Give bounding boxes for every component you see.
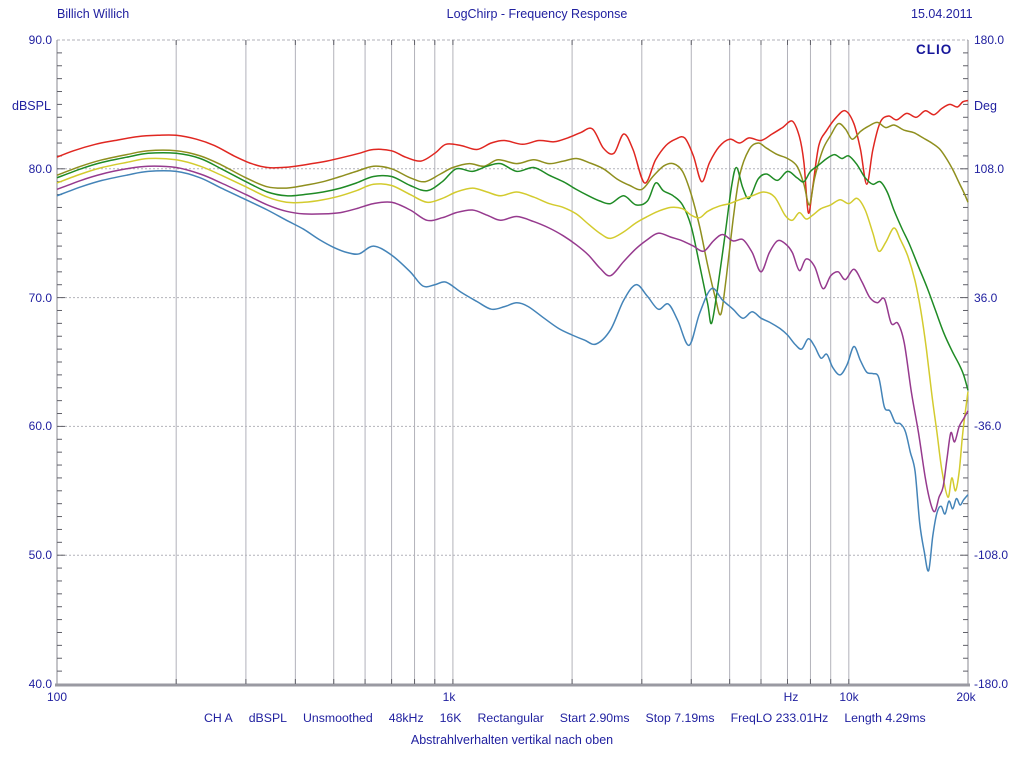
- status-token: Length 4.29ms: [844, 711, 926, 725]
- status-token: 16K: [439, 711, 462, 725]
- x-axis-tick-label: 20k: [956, 690, 976, 704]
- header-title: LogChirp - Frequency Response: [446, 7, 628, 21]
- right-axis-tick-label: -108.0: [974, 548, 1009, 563]
- right-axis-tick-label: -36.0: [974, 419, 1002, 434]
- curve-olive: [56, 121, 969, 316]
- left-axis-tick-label: 50.0: [28, 548, 52, 563]
- header-date: 15.04.2011: [911, 7, 973, 21]
- x-axis-tick-label: 1k: [442, 690, 456, 704]
- right-axis-unit-deg: Deg: [974, 99, 997, 113]
- right-axis-tick-label: 108.0: [974, 161, 1005, 176]
- x-axis-tick-label: 100: [46, 690, 68, 704]
- status-token: Start 2.90ms: [559, 711, 630, 725]
- header-owner: Billich Willich: [57, 7, 130, 21]
- clio-logo: CLIO: [916, 42, 953, 57]
- curve-blue: [56, 169, 969, 572]
- left-axis-tick-label: 90.0: [28, 33, 52, 47]
- right-axis-tick-label: 36.0: [974, 290, 998, 305]
- curve-red: [56, 99, 969, 214]
- status-bar: CH A dBSPL Unsmoothed 48kHz 16K Rectangular St…: [204, 711, 926, 725]
- status-token: dBSPL: [248, 711, 287, 725]
- right-axis-tick-label: 180.0: [974, 33, 1005, 47]
- measurement-title: Abstrahlverhalten vertikal nach oben: [410, 733, 614, 747]
- left-axis-tick-label: 60.0: [28, 419, 52, 434]
- right-axis-tick-label: -180.0: [974, 677, 1009, 691]
- left-axis-tick-label: 80.0: [28, 161, 52, 176]
- left-axis-tick-label: 40.0: [28, 677, 52, 691]
- curve-yellow: [56, 157, 969, 498]
- status-token: Rectangular: [477, 711, 544, 725]
- status-token: CH A: [204, 711, 233, 725]
- status-token: Stop 7.19ms: [645, 711, 715, 725]
- left-axis-unit-dbspl: dBSPL: [12, 99, 51, 113]
- status-token: 48kHz: [388, 711, 424, 725]
- status-token: Unsmoothed: [303, 711, 373, 725]
- left-axis-tick-label: 70.0: [28, 290, 52, 305]
- x-axis-tick-label: 10k: [839, 690, 859, 704]
- x-axis-tick-label: Hz: [783, 690, 799, 704]
- curve-green: [56, 152, 969, 391]
- curve-purple: [56, 165, 969, 513]
- status-token: FreqLO 233.01Hz: [730, 711, 829, 725]
